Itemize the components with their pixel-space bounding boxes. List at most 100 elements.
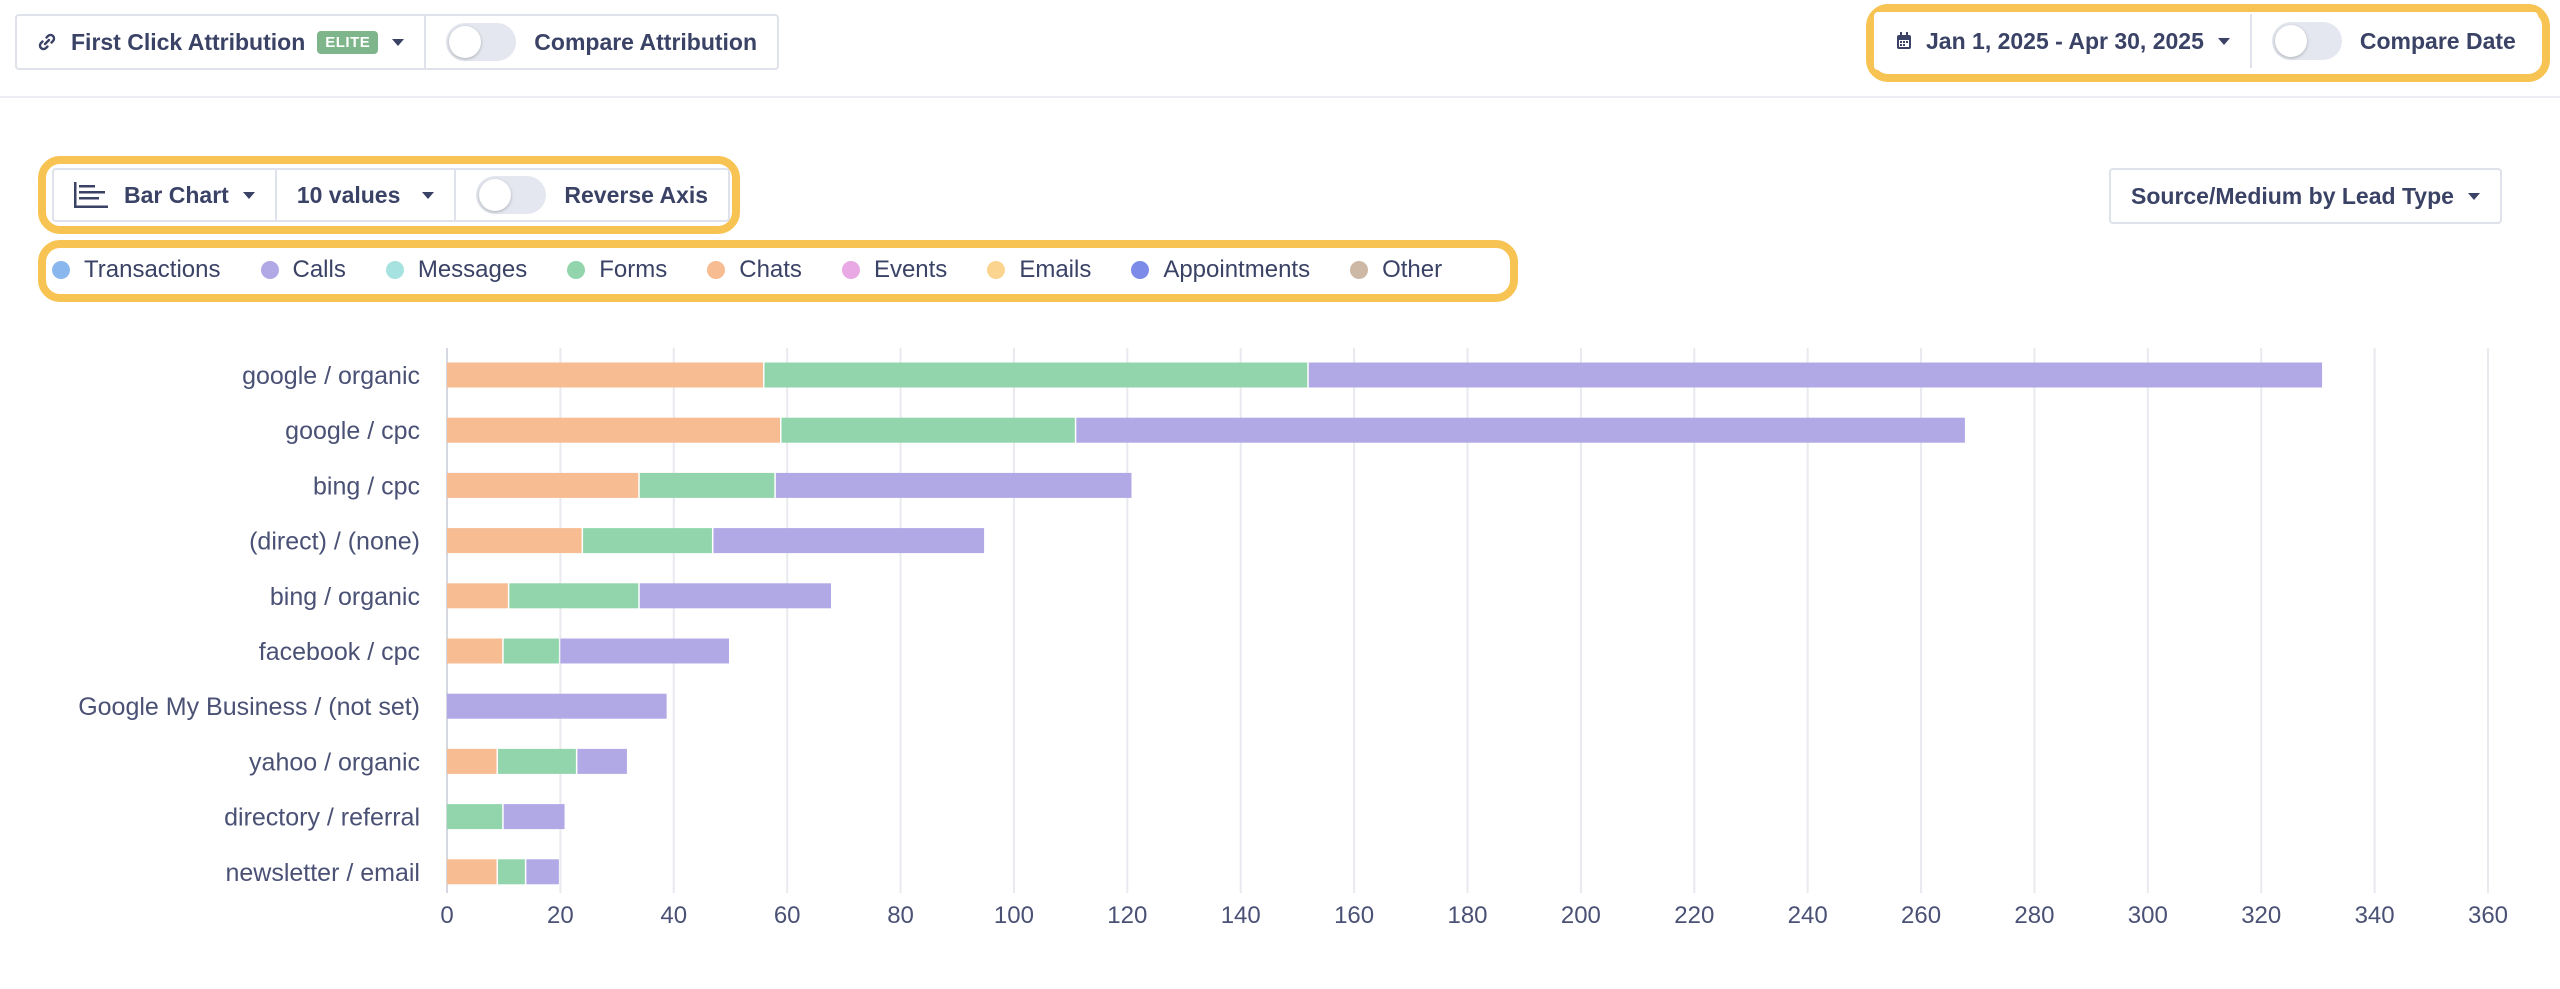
bar-segment-calls (1308, 362, 2323, 388)
bar-segment-chats (447, 362, 763, 388)
legend-label: Appointments (1163, 256, 1311, 283)
chevron-down-icon (422, 191, 435, 199)
chart-type-label: Bar Chart (124, 181, 229, 208)
values-count-label: 10 values (296, 181, 401, 208)
legend-item[interactable]: Chats (707, 256, 802, 284)
calendar-icon (1896, 32, 1912, 50)
bar-segment-forms (781, 417, 1075, 443)
legend-item[interactable]: Forms (567, 256, 667, 284)
chevron-down-icon (242, 191, 255, 199)
toggle-switch[interactable] (2271, 22, 2342, 60)
legend-item[interactable]: Messages (385, 256, 527, 284)
date-range-label: Jan 1, 2025 - Apr 30, 2025 (1926, 27, 2204, 54)
x-tick-label: 60 (774, 902, 801, 929)
chart-controls: Bar Chart 10 values Reverse Axis (52, 168, 731, 222)
legend-item[interactable]: Events (841, 256, 947, 284)
compare-attribution-toggle[interactable]: Compare Attribution (424, 16, 777, 68)
top-toolbar (0, 0, 2560, 98)
legend-item[interactable]: Transactions (52, 256, 221, 284)
bar-segment-forms (498, 748, 576, 774)
y-tick-label: google / organic (242, 362, 420, 390)
bar-segment-calls (775, 472, 1132, 498)
toggle-switch[interactable] (446, 23, 517, 61)
attribution-label: First Click Attribution (71, 28, 306, 55)
grouping-label: Source/Medium by Lead Type (2131, 182, 2454, 209)
y-tick-label: directory / referral (224, 804, 420, 832)
highlight-legend (38, 240, 1518, 302)
bar-segment-calls (447, 693, 667, 719)
x-tick-label: 20 (547, 902, 574, 929)
bar-segment-forms (639, 472, 775, 498)
x-tick-label: 200 (1561, 902, 1601, 929)
legend-label: Forms (599, 256, 668, 283)
x-tick-label: 320 (2241, 902, 2281, 929)
date-range-dropdown[interactable]: Jan 1, 2025 - Apr 30, 2025 (1876, 14, 2250, 68)
bar-segment-forms (764, 362, 1308, 388)
chevron-down-icon (392, 38, 405, 46)
x-tick-label: 40 (660, 902, 687, 929)
legend-dot (987, 261, 1006, 279)
bar-segment-calls (526, 859, 559, 885)
bar-segment-forms (447, 804, 503, 830)
x-tick-label: 180 (1447, 902, 1487, 929)
x-tick-label: 360 (2468, 902, 2508, 929)
x-tick-label: 220 (1674, 902, 1714, 929)
legend-item[interactable]: Calls (260, 256, 346, 284)
toggle-switch[interactable] (476, 176, 547, 214)
bar-segment-forms (509, 583, 639, 609)
compare-date-label: Compare Date (2359, 27, 2516, 54)
legend-item[interactable]: Emails (987, 256, 1091, 284)
legend-label: Transactions (84, 256, 221, 283)
bar-segment-calls (1076, 417, 1965, 443)
legend-item[interactable]: Appointments (1131, 256, 1310, 284)
legend-label: Other (1382, 256, 1443, 283)
date-controls: Jan 1, 2025 - Apr 30, 2025 Compare Date (1874, 12, 2538, 70)
bar-segment-calls (577, 748, 627, 774)
bar-segment-chats (447, 417, 780, 443)
bar-segment-chats (447, 472, 639, 498)
x-tick-label: 240 (1788, 902, 1828, 929)
bar-segment-chats (447, 748, 497, 774)
x-tick-label: 160 (1334, 902, 1374, 929)
highlight-date-controls (1866, 4, 2550, 82)
compare-date-toggle[interactable]: Compare Date (2249, 14, 2536, 68)
values-count-dropdown[interactable]: 10 values (274, 170, 455, 220)
legend-dot (567, 261, 586, 279)
y-tick-label: (direct) / (none) (249, 528, 420, 556)
grouping-controls: Source/Medium by Lead Type (2109, 168, 2502, 224)
legend-label: Calls (292, 256, 346, 283)
legend-dot (260, 261, 279, 279)
legend-dot (385, 261, 404, 279)
x-tick-label: 260 (1901, 902, 1941, 929)
bar-segment-calls (503, 804, 565, 830)
attribution-controls: First Click Attribution ELITE Compare At… (15, 14, 780, 70)
grouping-dropdown[interactable]: Source/Medium by Lead Type (2111, 170, 2500, 222)
bar-segment-chats (447, 638, 503, 664)
bar-segment-forms (583, 528, 712, 554)
x-tick-label: 340 (2355, 902, 2395, 929)
y-tick-label: bing / cpc (313, 472, 420, 500)
legend-dot (52, 261, 70, 279)
reverse-axis-label: Reverse Axis (564, 181, 709, 208)
bar-segment-chats (447, 528, 582, 554)
highlight-chart-controls (38, 156, 740, 234)
compare-attribution-label: Compare Attribution (534, 28, 758, 55)
x-tick-label: 0 (440, 902, 453, 929)
bar-segment-chats (447, 583, 508, 609)
reverse-axis-toggle[interactable]: Reverse Axis (454, 170, 728, 220)
legend-dot (841, 261, 860, 279)
legend-item[interactable]: Other (1350, 256, 1442, 284)
y-tick-label: bing / organic (270, 583, 420, 611)
y-tick-label: newsletter / email (225, 859, 420, 887)
y-tick-label: yahoo / organic (249, 748, 420, 776)
bar-segment-chats (447, 859, 497, 885)
chart-legend: Transactions Calls Messages Forms Chats Event… (52, 248, 1482, 292)
legend-dot (707, 261, 726, 279)
attribution-dropdown[interactable]: First Click Attribution ELITE (17, 16, 424, 68)
legend-dot (1350, 261, 1369, 279)
chart-type-dropdown[interactable]: Bar Chart (54, 170, 275, 220)
bar-segment-forms (503, 638, 559, 664)
x-tick-label: 100 (994, 902, 1034, 929)
chevron-down-icon (2217, 37, 2230, 45)
bar-segment-calls (713, 528, 985, 554)
